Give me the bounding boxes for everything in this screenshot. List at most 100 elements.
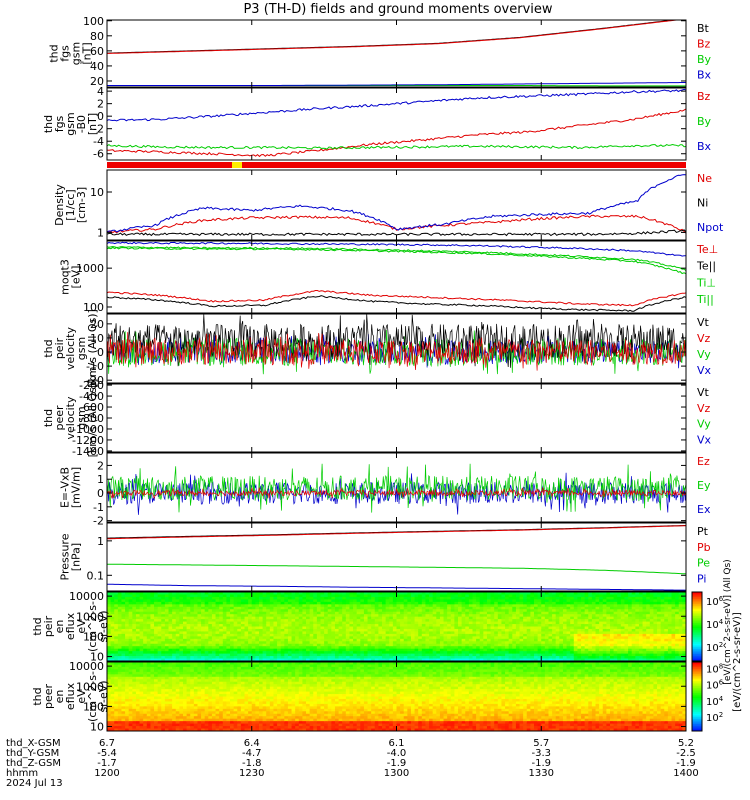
spectrogram-cell [164, 619, 170, 623]
spectrogram-cell [458, 609, 463, 613]
spectrogram-cell [125, 619, 130, 623]
spectrogram-cell [494, 641, 499, 645]
spectrogram-cell [588, 592, 593, 596]
spectrogram-cell [541, 592, 546, 596]
spectrogram-cell [353, 601, 358, 605]
spectrogram-cell [215, 606, 220, 610]
spectrogram-cell [617, 606, 622, 610]
spectrogram-cell [483, 609, 488, 613]
spectrogram-cell [240, 658, 246, 661]
spectrogram-cell [548, 651, 553, 655]
spectrogram-cell [309, 626, 314, 630]
spectrogram-cell [559, 633, 564, 637]
spectrogram-cell [186, 606, 191, 610]
spectrogram-cell [443, 641, 448, 645]
spectrogram-cell [497, 596, 503, 600]
spectrogram-cell [660, 628, 665, 633]
spectrogram-cell [410, 648, 416, 652]
spectrogram-cell [512, 631, 517, 635]
spectrogram-cell [588, 633, 593, 637]
spectrogram-cell [573, 648, 579, 652]
spectrogram-cell [501, 592, 506, 596]
spectrogram-cell [168, 596, 173, 600]
spectrogram-cell [667, 653, 673, 657]
spectrogram-cell [613, 646, 618, 650]
spectrogram-cell [356, 633, 361, 637]
spectrogram-cell [577, 596, 582, 600]
spectrogram-cell [211, 596, 217, 600]
spectrogram-cell [139, 641, 144, 645]
spectrogram-cell [125, 606, 130, 610]
spectrogram-cell [570, 601, 575, 605]
y-tick-label: -10 [86, 360, 104, 373]
spectrogram-cell [211, 651, 217, 655]
spectrogram-cell [479, 619, 484, 623]
spectrogram-cell [537, 638, 542, 642]
spectrogram-cell [610, 646, 615, 650]
spectrogram-cell [273, 653, 278, 657]
spectrogram-cell [117, 601, 123, 605]
spectrogram-cell [226, 626, 231, 630]
spectrogram-cell [396, 631, 401, 635]
spectrogram-cell [486, 651, 492, 655]
spectrogram-cell [624, 609, 629, 613]
spectrogram-cell [280, 658, 285, 661]
spectrogram-cell [284, 658, 289, 661]
spectrogram-cell [505, 606, 510, 610]
spectrogram-cell [610, 651, 615, 655]
spectrogram-cell [154, 641, 159, 645]
spectrogram-cell [396, 601, 401, 605]
spectrogram-cell [139, 658, 144, 661]
spectrogram-cell [324, 614, 329, 618]
spectrogram-cell [410, 601, 416, 605]
spectrogram-cell [562, 648, 568, 652]
spectrogram-cell [628, 643, 633, 647]
spectrogram-cell [534, 658, 539, 661]
spectrogram-cell [530, 633, 535, 637]
spectrogram-cell [646, 653, 651, 657]
spectrogram-cell [269, 638, 275, 642]
spectrogram-cell [306, 596, 311, 600]
spectrogram-cell [667, 619, 673, 623]
spectrogram-cell [508, 611, 513, 615]
spectrogram-cell [269, 616, 275, 620]
spectrogram-cell [577, 609, 582, 613]
spectrogram-cell [248, 636, 253, 640]
spectrogram-cell [168, 641, 173, 645]
spectrogram-cell [157, 616, 162, 620]
spectrogram-cell [642, 621, 647, 625]
spectrogram-cell [486, 594, 492, 598]
spectrogram-cell [204, 641, 209, 645]
spectrogram-cell [559, 624, 564, 628]
spectrogram-cell [219, 601, 224, 605]
spectrogram-cell [154, 653, 159, 657]
spectrogram-cell [121, 674, 126, 678]
spectrogram-cell [306, 636, 311, 640]
spectrogram-cell [403, 656, 408, 660]
spectrogram-cell [284, 609, 289, 613]
spectrogram-cell [675, 631, 680, 635]
spectrogram-cell [107, 626, 112, 630]
spectrogram-cell [468, 653, 474, 657]
spectrogram-cell [114, 626, 119, 630]
spectrogram-cell [266, 651, 271, 655]
spectrogram-cell [215, 624, 220, 628]
spectrogram-cell [541, 596, 546, 600]
spectrogram-cell [172, 596, 177, 600]
spectrogram-cell [378, 631, 383, 635]
spectrogram-cell [552, 648, 557, 652]
spectrogram-cell [631, 609, 636, 613]
velocity-trace [107, 314, 686, 368]
spectrogram-cell [519, 653, 524, 657]
legend-Ni: Ni [697, 196, 708, 209]
spectrogram-cell [121, 718, 126, 722]
spectrogram-cell [273, 628, 278, 633]
spectrogram-cell [432, 594, 437, 598]
spectrogram-cell [298, 628, 304, 633]
spectrogram-cell [400, 604, 405, 608]
spectrogram-cell [439, 631, 445, 635]
spectrogram-cell [295, 596, 300, 600]
spectrogram-cell [186, 599, 191, 603]
spectrogram-cell [353, 628, 358, 633]
